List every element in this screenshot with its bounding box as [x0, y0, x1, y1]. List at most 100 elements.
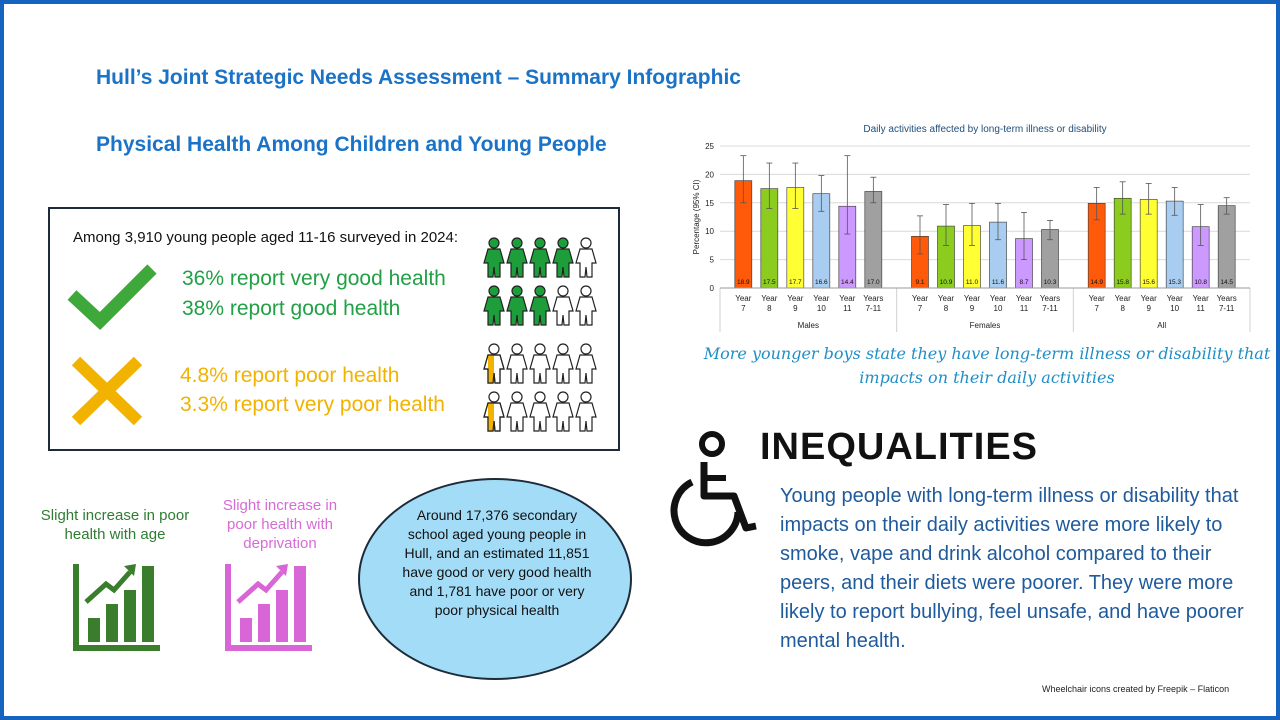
person-icon [552, 285, 574, 326]
page-title: Hull’s Joint Strategic Needs Assessment … [96, 66, 741, 89]
person-icon [506, 391, 528, 432]
x-tick-label: 7 [1094, 304, 1099, 313]
x-tick-label: 10 [994, 304, 1003, 313]
person-icon [575, 343, 597, 384]
x-tick-label: 9 [793, 304, 798, 313]
x-tick-label: 10 [1170, 304, 1179, 313]
very-good-health-stat: 36% report very good health [182, 267, 446, 290]
y-tick-label: 15 [705, 199, 714, 208]
data-label: 14.4 [841, 279, 854, 286]
icon-credit: Wheelchair icons created by Freepik – Fl… [1042, 684, 1230, 694]
person-icon [529, 343, 551, 384]
x-tick-label: 8 [944, 304, 949, 313]
data-label: 10.3 [1044, 279, 1057, 286]
good-health-people-icons [483, 237, 597, 326]
population-estimate-oval: Around 17,376 secondary school aged youn… [358, 478, 632, 680]
cross-icon [71, 356, 143, 426]
person-icon [552, 237, 574, 278]
x-tick-label: Year [839, 294, 856, 303]
x-tick-label: Years [1040, 294, 1060, 303]
deprivation-trend-label: Slight increase in poor health with depr… [222, 497, 338, 552]
x-tick-label: Year [761, 294, 778, 303]
data-label: 14.9 [1090, 279, 1103, 286]
x-tick-label: 8 [1120, 304, 1125, 313]
person-icon [575, 285, 597, 326]
person-icon [575, 237, 597, 278]
data-label: 16.6 [815, 279, 828, 286]
age-trend-label: Slight increase in poor health with age [40, 507, 190, 543]
y-tick-label: 5 [710, 256, 715, 265]
x-tick-label: 7-11 [1219, 304, 1235, 313]
chart-title: Daily activities affected by long-term i… [863, 124, 1106, 135]
person-icon [483, 237, 505, 278]
data-label: 17.0 [867, 279, 880, 286]
population-estimate-text: Around 17,376 secondary school aged youn… [402, 507, 592, 618]
y-tick-label: 25 [705, 142, 714, 151]
y-axis-label: Percentage (95% CI) [692, 179, 701, 254]
person-icon [552, 343, 574, 384]
x-tick-label: Year [1167, 294, 1184, 303]
x-tick-label: Year [1115, 294, 1132, 303]
y-tick-label: 0 [710, 284, 715, 293]
survey-summary-box: Among 3,910 young people aged 11-16 surv… [48, 207, 620, 451]
data-label: 10.8 [1194, 279, 1207, 286]
poor-health-stat: 4.8% report poor health [180, 364, 400, 387]
poor-health-people-icons [483, 343, 597, 432]
bar [1217, 205, 1236, 289]
data-label: 17.5 [763, 279, 776, 286]
data-label: 9.1 [915, 279, 924, 286]
data-label: 11.6 [992, 279, 1005, 286]
person-icon [483, 343, 505, 384]
chart-caption: More younger boys state they have long-t… [703, 344, 1271, 387]
y-tick-label: 10 [705, 227, 714, 236]
page-subtitle: Physical Health Among Children and Young… [96, 133, 607, 156]
person-icon [552, 391, 574, 432]
data-label: 15.6 [1142, 279, 1155, 286]
x-tick-label: 9 [1146, 304, 1151, 313]
good-health-stat: 38% report good health [182, 297, 401, 320]
x-tick-label: Year [1016, 294, 1033, 303]
data-label: 11.0 [966, 279, 979, 286]
person-icon [506, 285, 528, 326]
person-icon [575, 391, 597, 432]
person-icon [483, 391, 505, 432]
bar [864, 191, 883, 289]
chart-svg: Daily activities affected by long-term i… [692, 124, 1251, 332]
person-icon [529, 237, 551, 278]
x-tick-label: Year [787, 294, 804, 303]
y-tick-label: 20 [705, 170, 714, 179]
person-icon [529, 391, 551, 432]
data-label: 18.9 [737, 279, 750, 286]
x-tick-label: Year [938, 294, 955, 303]
x-tick-label: 11 [843, 304, 852, 313]
data-label: 15.3 [1168, 279, 1181, 286]
check-icon [67, 264, 157, 331]
x-tick-label: Year [813, 294, 830, 303]
x-tick-label: Years [1217, 294, 1237, 303]
growth-chart-icon [73, 564, 160, 651]
data-label: 10.9 [940, 279, 953, 286]
x-tick-label: Year [1089, 294, 1106, 303]
group-label: All [1157, 321, 1166, 330]
illness-disability-chart: Daily activities affected by long-term i… [690, 118, 1258, 334]
person-icon [506, 343, 528, 384]
person-icon [529, 285, 551, 326]
x-tick-label: Year [1193, 294, 1210, 303]
x-tick-label: 11 [1020, 304, 1029, 313]
inequalities-text: Young people with long-term illness or d… [780, 485, 1244, 652]
x-tick-label: 7-11 [1042, 304, 1058, 313]
x-tick-label: Year [1141, 294, 1158, 303]
x-tick-label: 11 [1197, 304, 1206, 313]
x-tick-label: 9 [970, 304, 975, 313]
survey-intro: Among 3,910 young people aged 11-16 surv… [73, 229, 459, 246]
person-icon [506, 237, 528, 278]
x-tick-label: 7-11 [866, 304, 882, 313]
data-label: 15.8 [1116, 279, 1129, 286]
x-tick-label: Year [964, 294, 981, 303]
x-tick-label: 7 [741, 304, 746, 313]
group-label: Males [798, 321, 819, 330]
growth-chart-icon [225, 564, 312, 651]
data-label: 8.7 [1019, 279, 1028, 286]
inequalities-heading: INEQUALITIES [760, 426, 1039, 468]
